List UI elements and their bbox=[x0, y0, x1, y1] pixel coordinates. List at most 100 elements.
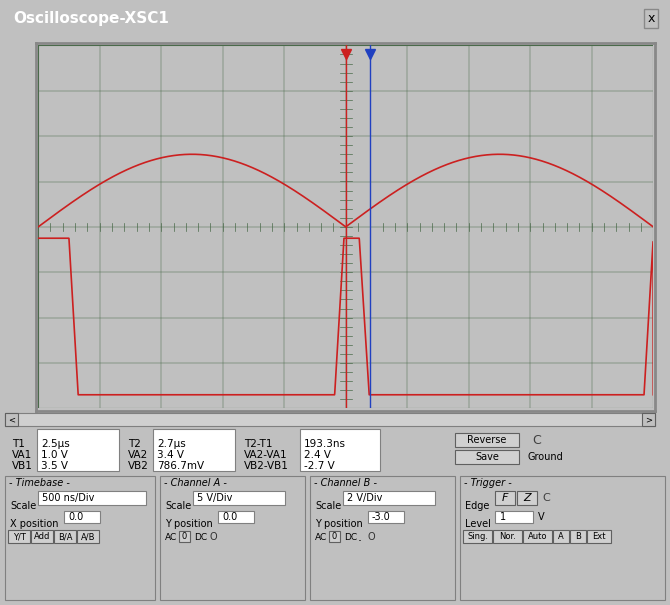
Text: 2 V/Div: 2 V/Div bbox=[347, 493, 383, 503]
Text: .: . bbox=[358, 531, 362, 544]
Text: x: x bbox=[647, 12, 655, 25]
Text: 2.4 V: 2.4 V bbox=[304, 450, 331, 460]
Text: Reverse: Reverse bbox=[467, 436, 507, 445]
Text: O: O bbox=[210, 532, 218, 542]
Bar bbox=[570, 530, 586, 543]
Text: Add: Add bbox=[34, 532, 50, 541]
Text: F: F bbox=[502, 493, 508, 503]
Text: 1: 1 bbox=[500, 512, 506, 522]
Text: Scale: Scale bbox=[315, 501, 341, 511]
Bar bbox=[300, 430, 380, 471]
Bar bbox=[218, 511, 254, 523]
Text: 0.0: 0.0 bbox=[222, 512, 237, 522]
Text: - Trigger -: - Trigger - bbox=[464, 478, 512, 488]
Bar bbox=[54, 530, 76, 543]
Bar bbox=[8, 530, 30, 543]
Bar bbox=[495, 511, 533, 523]
Text: Save: Save bbox=[475, 453, 499, 462]
Text: Level: Level bbox=[465, 519, 491, 529]
Text: A: A bbox=[558, 532, 564, 541]
Bar bbox=[463, 530, 492, 543]
Bar bbox=[523, 530, 552, 543]
Text: VB2-VB1: VB2-VB1 bbox=[244, 461, 289, 471]
Text: -3.0: -3.0 bbox=[372, 512, 391, 522]
Bar bbox=[329, 531, 340, 542]
Text: DC: DC bbox=[194, 532, 207, 541]
Text: Oscilloscope-XSC1: Oscilloscope-XSC1 bbox=[13, 11, 170, 26]
Bar bbox=[642, 413, 655, 427]
Text: Scale: Scale bbox=[165, 501, 191, 511]
Text: VB2: VB2 bbox=[128, 461, 149, 471]
Bar bbox=[460, 476, 665, 600]
Bar bbox=[64, 511, 100, 523]
Bar bbox=[495, 491, 515, 505]
Text: B/A: B/A bbox=[58, 532, 72, 541]
Text: C: C bbox=[532, 434, 541, 447]
Text: X position: X position bbox=[10, 519, 58, 529]
Text: Nor.: Nor. bbox=[499, 532, 516, 541]
Bar bbox=[77, 530, 99, 543]
Text: VB1: VB1 bbox=[12, 461, 33, 471]
Bar bbox=[193, 491, 285, 505]
Text: 5 V/Div: 5 V/Div bbox=[197, 493, 232, 503]
Text: 2.7μs: 2.7μs bbox=[157, 439, 186, 450]
Bar bbox=[587, 530, 611, 543]
Bar bbox=[343, 491, 435, 505]
Text: 0: 0 bbox=[182, 532, 187, 541]
Text: VA2-VA1: VA2-VA1 bbox=[244, 450, 287, 460]
Text: Y position: Y position bbox=[315, 519, 362, 529]
Text: 786.7mV: 786.7mV bbox=[157, 461, 204, 471]
Bar bbox=[493, 530, 522, 543]
Bar bbox=[455, 450, 519, 464]
Text: 3.5 V: 3.5 V bbox=[41, 461, 68, 471]
Text: Y position: Y position bbox=[165, 519, 213, 529]
Text: B: B bbox=[575, 532, 581, 541]
Text: AC: AC bbox=[315, 532, 327, 541]
Text: VA1: VA1 bbox=[12, 450, 32, 460]
Text: -2.7 V: -2.7 V bbox=[304, 461, 335, 471]
Text: 500 ns/Div: 500 ns/Div bbox=[42, 493, 94, 503]
Text: 2.5μs: 2.5μs bbox=[41, 439, 70, 450]
Text: 193.3ns: 193.3ns bbox=[304, 439, 346, 450]
Text: Y/T: Y/T bbox=[13, 532, 25, 541]
Text: - Timebase -: - Timebase - bbox=[9, 478, 70, 488]
Bar bbox=[5, 413, 655, 427]
Text: - Channel A -: - Channel A - bbox=[164, 478, 227, 488]
Text: A/B: A/B bbox=[81, 532, 95, 541]
Text: <: < bbox=[8, 416, 15, 424]
Text: AC: AC bbox=[165, 532, 178, 541]
Text: Auto: Auto bbox=[528, 532, 547, 541]
Bar bbox=[553, 530, 569, 543]
Bar bbox=[37, 430, 119, 471]
Bar bbox=[38, 491, 146, 505]
Text: Ext: Ext bbox=[592, 532, 606, 541]
Bar bbox=[517, 491, 537, 505]
Text: - Channel B -: - Channel B - bbox=[314, 478, 377, 488]
Text: Edge: Edge bbox=[465, 501, 489, 511]
Text: T2: T2 bbox=[128, 439, 141, 450]
Text: Sing.: Sing. bbox=[467, 532, 488, 541]
Text: T1: T1 bbox=[12, 439, 25, 450]
Text: DC: DC bbox=[344, 532, 357, 541]
Text: Ground: Ground bbox=[528, 453, 563, 462]
Bar bbox=[160, 476, 305, 600]
Text: 3.4 V: 3.4 V bbox=[157, 450, 184, 460]
Bar bbox=[5, 413, 18, 427]
Bar bbox=[368, 511, 404, 523]
Text: O: O bbox=[367, 532, 375, 542]
Text: V: V bbox=[538, 512, 545, 522]
Bar bbox=[179, 531, 190, 542]
Text: C: C bbox=[542, 493, 550, 503]
Text: VA2: VA2 bbox=[128, 450, 148, 460]
Bar bbox=[153, 430, 235, 471]
Bar bbox=[310, 476, 455, 600]
Text: Scale: Scale bbox=[10, 501, 36, 511]
Text: >: > bbox=[645, 416, 652, 424]
Text: 0.0: 0.0 bbox=[68, 512, 83, 522]
Bar bbox=[455, 433, 519, 447]
Text: 0: 0 bbox=[332, 532, 337, 541]
Text: Z: Z bbox=[523, 493, 531, 503]
Bar bbox=[31, 530, 53, 543]
Bar bbox=[5, 476, 155, 600]
Text: 1.0 V: 1.0 V bbox=[41, 450, 68, 460]
